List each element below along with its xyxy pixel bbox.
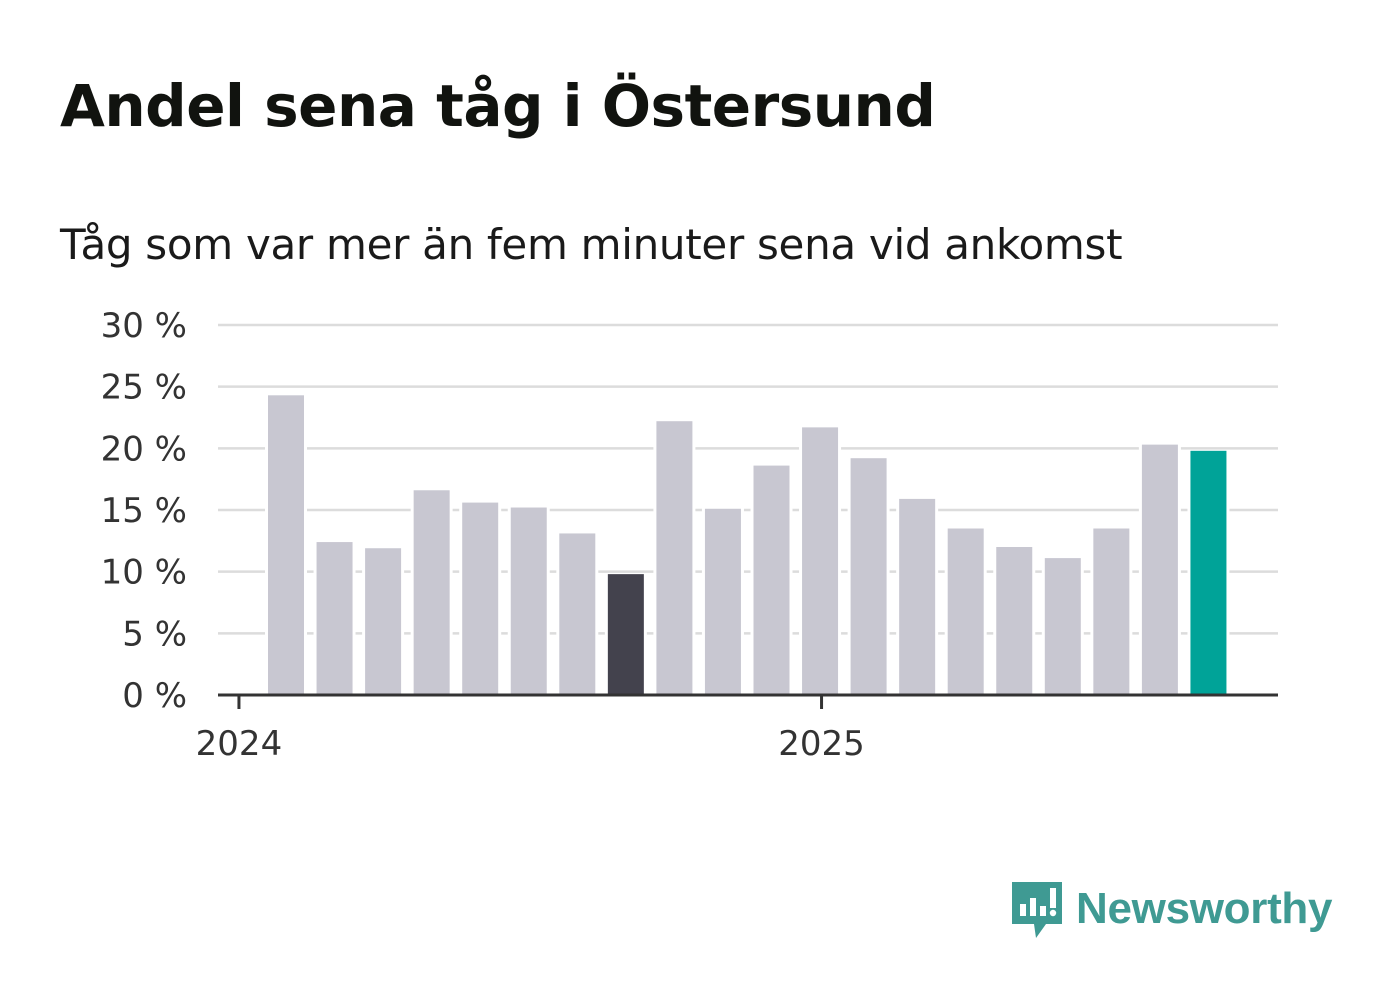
bar-2024-02 xyxy=(268,395,304,695)
axes: 0 % 5 % 10 % 15 % 20 % 25 % 30 % 2024 2025 xyxy=(101,306,1278,764)
bar-2025-06 xyxy=(1044,558,1081,695)
bar-2024-10 xyxy=(656,421,693,695)
brand-name: Newsworthy xyxy=(1076,884,1333,933)
y-tick-label: 5 % xyxy=(122,614,187,654)
bar-2024-04 xyxy=(365,548,402,695)
bar-2025-07 xyxy=(1093,528,1130,695)
bar-2025-08 xyxy=(1141,444,1178,695)
bar-2025-09 xyxy=(1190,450,1227,695)
y-tick-label: 25 % xyxy=(101,368,187,408)
bar-2024-07 xyxy=(510,507,547,695)
bar-2024-03 xyxy=(316,542,353,695)
bar-2025-02 xyxy=(850,458,887,695)
x-tick-label: 2024 xyxy=(196,724,283,764)
bar-2024-06 xyxy=(462,502,499,695)
bars xyxy=(265,394,1230,695)
bar-2024-05 xyxy=(413,490,450,695)
bar-2024-12 xyxy=(753,465,790,695)
chart-subtitle: Tåg som var mer än fem minuter sena vid … xyxy=(60,220,1123,269)
newsworthy-logo: Newsworthy xyxy=(1010,878,1332,940)
y-tick-label: 20 % xyxy=(101,429,187,469)
x-tick-label: 2025 xyxy=(778,724,865,764)
bar-2024-11 xyxy=(704,508,741,695)
bar-2024-08 xyxy=(559,533,596,695)
y-tick-label: 15 % xyxy=(101,491,187,531)
chart-title: Andel sena tåg i Östersund xyxy=(60,72,936,140)
newsworthy-logo-icon xyxy=(1012,882,1062,938)
y-tick-label: 0 % xyxy=(122,676,187,716)
y-tick-label: 10 % xyxy=(101,553,187,593)
bar-2025-01 xyxy=(802,427,839,695)
bar-2025-05 xyxy=(996,547,1033,695)
bar-2025-03 xyxy=(899,498,936,695)
bar-2025-04 xyxy=(947,528,984,695)
bar-2024-09 xyxy=(607,574,644,695)
y-tick-label: 30 % xyxy=(101,306,187,346)
